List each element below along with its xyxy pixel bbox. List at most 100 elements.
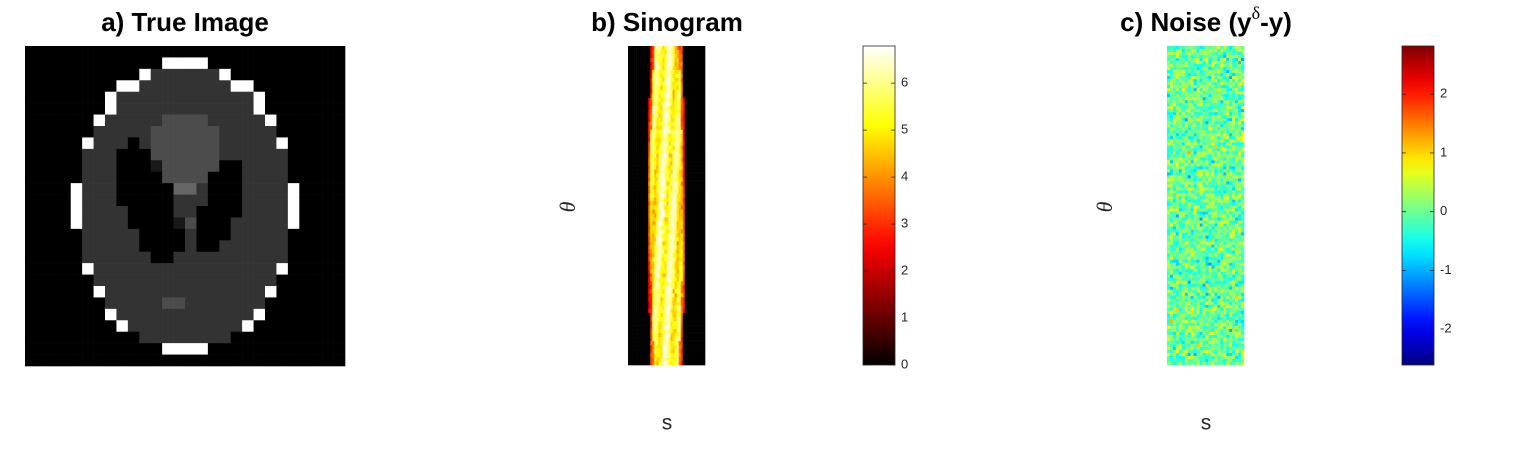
pixel <box>678 89 681 95</box>
pixel <box>678 325 681 330</box>
pixel <box>672 285 675 290</box>
pixel <box>692 253 696 258</box>
pixel <box>688 165 692 170</box>
pixel <box>670 165 673 170</box>
pixel <box>1193 145 1197 149</box>
pixel <box>654 121 657 127</box>
pixel <box>632 69 635 75</box>
pixel <box>1172 352 1177 357</box>
pixel <box>636 341 639 346</box>
pixel <box>1175 109 1180 113</box>
pixel <box>662 293 665 298</box>
pixel <box>636 213 639 218</box>
pixel <box>652 153 655 158</box>
pixel <box>1178 358 1183 363</box>
pixel <box>668 349 671 354</box>
pixel <box>676 113 679 119</box>
pixel <box>1169 274 1174 279</box>
pixel <box>682 169 686 174</box>
pixel <box>1193 178 1197 182</box>
pixel <box>690 89 694 95</box>
pixel <box>642 217 645 222</box>
pixel <box>25 308 37 321</box>
pixel <box>116 251 129 264</box>
pixel <box>670 317 673 322</box>
pixel <box>1172 91 1177 95</box>
pixel <box>672 46 675 51</box>
pixel <box>1193 142 1197 146</box>
pixel <box>1175 85 1180 89</box>
pixel <box>70 103 83 115</box>
pixel <box>1167 331 1171 336</box>
pixel <box>1175 130 1180 134</box>
pixel <box>636 101 639 107</box>
pixel <box>636 317 639 322</box>
pixel <box>1172 58 1177 62</box>
pixel <box>680 85 684 91</box>
pixel <box>230 126 243 138</box>
pixel <box>1175 157 1180 161</box>
pixel <box>656 109 659 115</box>
pixel <box>276 274 289 287</box>
pixel <box>662 89 665 95</box>
pixel <box>1184 289 1189 294</box>
pixel <box>640 265 643 270</box>
pixel <box>684 301 688 306</box>
pixel <box>642 337 645 342</box>
pixel <box>630 261 633 266</box>
pixel <box>666 177 669 182</box>
pixel <box>1193 253 1197 257</box>
pixel <box>668 129 671 135</box>
pixel <box>658 361 661 366</box>
pixel <box>640 309 643 314</box>
pixel <box>692 269 696 274</box>
pixel <box>1167 85 1171 89</box>
pixel <box>688 253 692 258</box>
pixel <box>670 105 673 111</box>
pixel <box>230 183 243 195</box>
pixel <box>1184 91 1189 95</box>
pixel <box>636 46 639 51</box>
pixel <box>650 261 653 266</box>
pixel <box>682 117 686 123</box>
pixel <box>105 148 117 161</box>
pixel <box>1181 208 1186 212</box>
pixel <box>139 160 152 173</box>
pixel <box>676 101 679 107</box>
pixel <box>668 105 671 111</box>
pixel <box>632 53 635 59</box>
pixel <box>1187 190 1191 194</box>
pixel <box>694 153 698 158</box>
pixel <box>650 241 653 246</box>
pixel <box>207 343 220 355</box>
pixel <box>694 189 698 194</box>
pixel <box>162 263 174 275</box>
pixel <box>648 225 651 230</box>
pixel <box>646 229 649 234</box>
pixel <box>698 317 702 322</box>
pixel <box>646 77 649 83</box>
pixel <box>632 81 635 87</box>
pixel <box>672 113 675 119</box>
pixel <box>1175 163 1180 167</box>
pixel <box>1175 301 1180 306</box>
pixel <box>680 209 684 214</box>
pixel <box>1187 226 1191 230</box>
pixel <box>265 57 277 70</box>
pixel <box>185 137 197 150</box>
pixel <box>674 309 677 314</box>
pixel <box>1181 160 1186 164</box>
pixel <box>1181 241 1186 245</box>
pixel <box>680 265 684 270</box>
pixel <box>628 93 631 99</box>
pixel <box>185 286 197 298</box>
pixel <box>682 301 686 306</box>
pixel <box>1175 256 1180 260</box>
pixel <box>1187 151 1191 155</box>
pixel <box>59 274 72 287</box>
pixel <box>1175 154 1180 158</box>
pixel <box>634 297 637 302</box>
pixel <box>1184 352 1189 357</box>
pixel <box>1167 301 1171 306</box>
pixel <box>698 46 702 51</box>
